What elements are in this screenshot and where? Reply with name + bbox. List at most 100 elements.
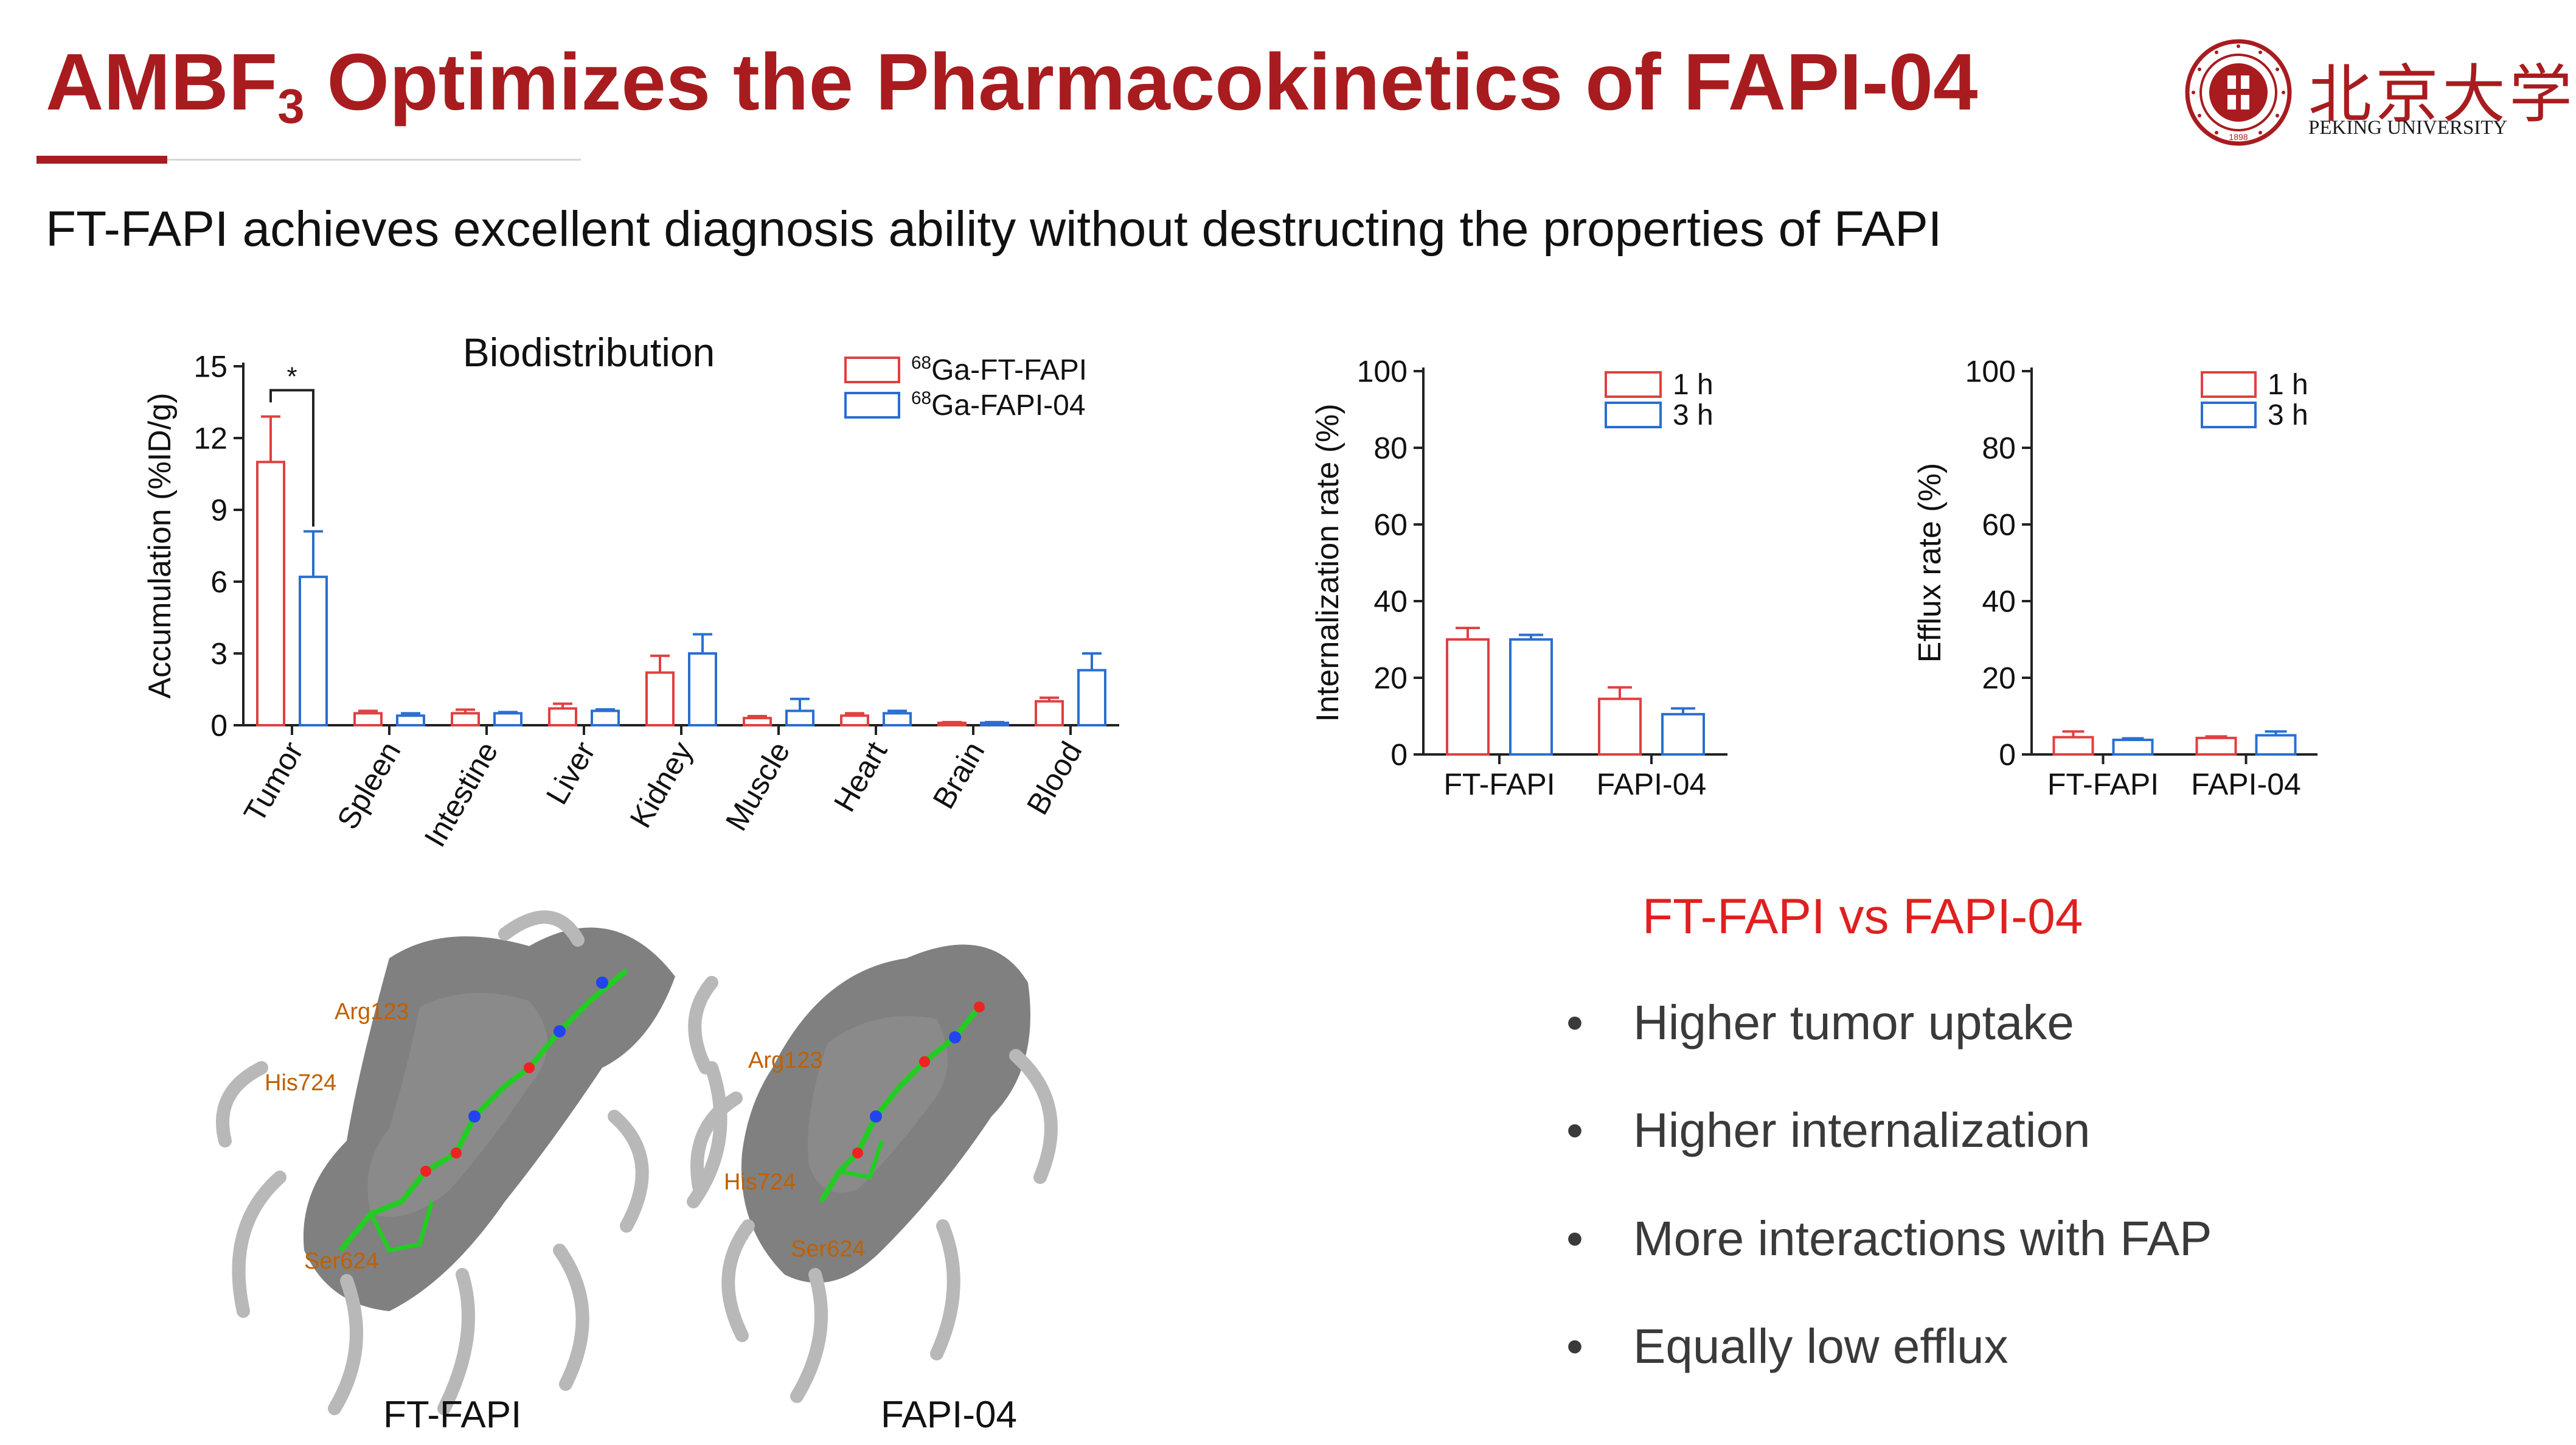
docking-label-ft-fapi: FT-FAPI	[383, 1394, 522, 1436]
docking-panel: Arg123 His724 Ser624 Arg123 His724 Ser62…	[216, 910, 1058, 1415]
legend-label: 68Ga-FT-FAPI	[911, 353, 1087, 386]
bar	[1598, 697, 1642, 756]
bar	[256, 461, 285, 726]
y-tick-label: 0	[210, 709, 227, 743]
legend-label-text: Ga-FAPI-04	[931, 389, 1085, 422]
chart-title: Biodistribution	[463, 330, 715, 375]
legend-label: 3 h	[1673, 399, 1713, 431]
logo-name-english: PEKING UNIVERSITY	[2308, 117, 2508, 139]
biodistribution-chart: 0 3 6 9 12 15 Accumulation (%ID/g) Tumor Spleen I…	[142, 330, 1119, 853]
y-tick-label: 100	[1357, 355, 1408, 389]
bullet-item: • Higher internalization	[1566, 1102, 2091, 1158]
x-tick-label: FT-FAPI	[2047, 767, 2159, 801]
bullet-item: • More interactions with FAP	[1566, 1211, 2212, 1267]
bar	[1077, 669, 1106, 726]
y-tick-label: 3	[210, 637, 227, 671]
bullet-item: • Equally low efflux	[1566, 1318, 2008, 1374]
y-tick-label: 80	[1982, 431, 2016, 465]
bar	[1446, 638, 1490, 756]
bar	[785, 709, 814, 727]
residue-arg-fapi: Arg123	[748, 1048, 823, 1073]
bar	[1509, 638, 1553, 756]
x-tick-label: Muscle	[719, 736, 797, 837]
bar	[2112, 739, 2154, 756]
x-tick-label: Brain	[926, 736, 991, 815]
docking-label-fapi-04: FAPI-04	[881, 1394, 1017, 1436]
bar	[353, 712, 383, 726]
legend-swatch	[844, 357, 900, 383]
legend-label: 1 h	[1673, 369, 1713, 401]
bar	[591, 709, 620, 727]
y-tick-label: 0	[1390, 738, 1408, 772]
y-tick-label: 40	[1373, 585, 1408, 619]
legend-label-superscript: 68	[911, 388, 931, 408]
legend-swatch	[1605, 371, 1662, 398]
docking-fapi-04-image: Arg123 His724 Ser624	[688, 944, 1058, 1403]
legend-swatch	[1605, 402, 1662, 428]
bar	[2052, 736, 2094, 756]
bullet-text: Higher tumor uptake	[1633, 995, 2074, 1050]
bar	[883, 712, 912, 726]
legend-label-superscript: 68	[911, 353, 931, 373]
logo-name-chinese: 北京大学	[2308, 57, 2576, 131]
bullet-text: Equally low efflux	[1633, 1319, 2008, 1373]
x-tick-label: FAPI-04	[2191, 767, 2301, 801]
internalization-chart: 0 20 40 60 80 100 Internalization rate (%) FT-F…	[1310, 355, 1727, 801]
bar	[451, 712, 480, 726]
significance-marker: *	[286, 361, 297, 391]
bar	[743, 717, 772, 727]
bar	[2195, 736, 2237, 756]
bullet-dot: •	[1566, 1103, 1584, 1157]
title-rest: Optimizes the Pharmacokinetics of FAPI-0…	[304, 37, 1978, 127]
efflux-chart: 0 20 40 60 80 100 Efflux rate (%) FT-FAPI FAPI-0…	[1912, 355, 2317, 801]
bullet-dot: •	[1566, 1211, 1584, 1266]
bullet-dot: •	[1566, 1319, 1584, 1373]
x-tick-label: Intestine	[418, 736, 505, 853]
y-tick-label: 60	[1982, 508, 2016, 542]
comparison-heading: FT-FAPI vs FAPI-04	[1642, 889, 2083, 944]
y-axis-label: Internalization rate (%)	[1310, 403, 1345, 722]
residue-ser-fapi: Ser624	[791, 1236, 866, 1262]
x-tick-label: Spleen	[330, 736, 407, 835]
legend-label: 3 h	[2268, 399, 2308, 431]
bar	[688, 652, 717, 726]
x-tick-label: Tumor	[237, 736, 310, 829]
x-tick-label: FAPI-04	[1597, 767, 1707, 801]
bar	[1035, 700, 1064, 727]
y-tick-label: 15	[193, 350, 227, 384]
bar	[396, 714, 425, 726]
legend-swatch	[844, 392, 900, 419]
y-tick-label: 12	[193, 422, 227, 456]
y-tick-label: 20	[1373, 661, 1408, 695]
bar	[299, 576, 328, 726]
residue-arg-ft: Arg123	[335, 999, 409, 1025]
legend-label-text: Ga-FT-FAPI	[931, 354, 1087, 386]
bar	[645, 671, 675, 727]
legend-swatch	[2201, 371, 2257, 398]
y-tick-label: 6	[210, 565, 227, 599]
y-axis-label: Accumulation (%ID/g)	[142, 393, 178, 699]
significance-bracket	[269, 389, 314, 527]
bar	[548, 707, 577, 727]
residue-ser-ft: Ser624	[304, 1248, 379, 1274]
bar	[1661, 712, 1705, 756]
university-seal-icon: 1898	[2185, 39, 2292, 146]
legend-swatch	[2201, 402, 2257, 428]
y-axis-label: Efflux rate (%)	[1912, 463, 1948, 663]
y-tick-label: 60	[1373, 508, 1408, 542]
residue-his-ft: His724	[265, 1070, 336, 1096]
bullet-text: Higher internalization	[1633, 1103, 2091, 1157]
y-tick-label: 40	[1982, 585, 2016, 619]
title-underline-accent	[36, 156, 167, 164]
bar	[840, 714, 869, 726]
bar	[493, 712, 522, 726]
docking-ft-fapi-image: Arg123 His724 Ser624	[216, 910, 727, 1415]
x-tick-label: FT-FAPI	[1443, 767, 1555, 801]
title-main: AMBF	[46, 37, 278, 127]
bar	[2255, 734, 2297, 756]
y-tick-label: 100	[1965, 355, 2016, 389]
bullet-item: • Higher tumor uptake	[1566, 995, 2074, 1051]
bullet-dot: •	[1566, 995, 1584, 1050]
x-tick-label: Liver	[540, 736, 602, 810]
title-subscript: 3	[277, 79, 305, 133]
